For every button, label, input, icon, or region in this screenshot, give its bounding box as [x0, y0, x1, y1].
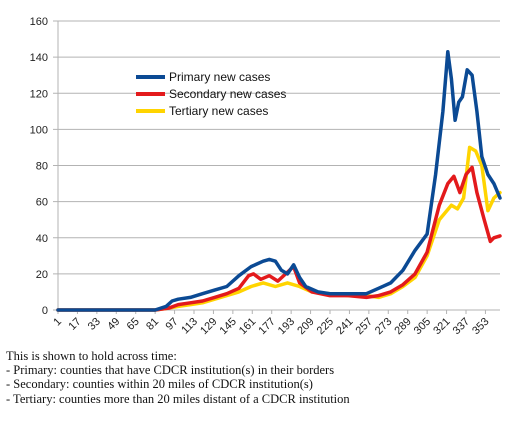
x-tick-label: 17 [66, 316, 83, 333]
x-tick-label: 257 [354, 316, 375, 337]
legend: Primary new cases Secondary new cases Tert… [136, 70, 286, 118]
x-tick-label: 1 [51, 316, 64, 329]
caption-line: - Secondary: counties within 20 miles of… [6, 377, 313, 392]
line-chart: 0 20 40 60 80 100 120 140 160 1 17 33 49 65 81 9711312… [30, 16, 502, 337]
x-tick-label: 81 [144, 316, 161, 333]
y-tick-label: 40 [36, 233, 48, 245]
y-tick-label: 80 [36, 161, 48, 173]
x-tick-label: 289 [392, 316, 413, 337]
series-line [56, 165, 502, 312]
y-tick-label: 60 [36, 197, 48, 209]
y-tick-label: 100 [30, 124, 48, 136]
x-tick-label: 129 [198, 316, 219, 337]
x-tick-label: 161 [237, 316, 258, 337]
x-tick-label: 177 [256, 316, 277, 337]
x-tick-label: 97 [164, 316, 181, 333]
caption-line: - Primary: counties that have CDCR insti… [6, 363, 335, 378]
legend-label: Tertiary new cases [169, 104, 268, 118]
x-tick-label: 193 [276, 316, 297, 337]
series-line [56, 49, 502, 312]
y-tick-label: 120 [30, 88, 48, 100]
y-tick-label: 0 [42, 305, 48, 317]
x-tick-label: 305 [412, 316, 433, 337]
caption-line: This is shown to hold across time: [6, 349, 177, 363]
x-tick-label: 49 [105, 316, 122, 333]
x-tick-label: 225 [315, 316, 336, 337]
x-tick-label: 209 [295, 316, 316, 337]
legend-label: Secondary new cases [169, 87, 286, 101]
x-tick-label: 273 [373, 316, 394, 337]
caption: This is shown to hold across time: - Pri… [6, 349, 512, 406]
x-tick-label: 321 [431, 316, 452, 337]
legend-label: Primary new cases [169, 70, 270, 84]
series-lines [56, 49, 502, 312]
x-tick-label: 241 [334, 316, 355, 337]
x-tick-label: 145 [218, 316, 239, 337]
y-tick-label: 20 [36, 269, 48, 281]
x-tick-label: 353 [470, 316, 491, 337]
caption-line: - Tertiary: counties more than 20 miles … [6, 391, 350, 406]
x-tick-label: 337 [451, 316, 472, 337]
y-tick-labels: 0 20 40 60 80 100 120 140 160 [30, 16, 48, 317]
y-tick-label: 160 [30, 16, 48, 28]
y-tick-label: 140 [30, 52, 48, 64]
x-tick-labels: 1 17 33 49 65 81 97113129145161177193209225241… [51, 316, 491, 337]
x-tick-label: 65 [125, 316, 142, 333]
gridlines [53, 20, 500, 314]
x-tick-label: 113 [179, 316, 200, 337]
x-tick-label: 33 [86, 316, 103, 333]
